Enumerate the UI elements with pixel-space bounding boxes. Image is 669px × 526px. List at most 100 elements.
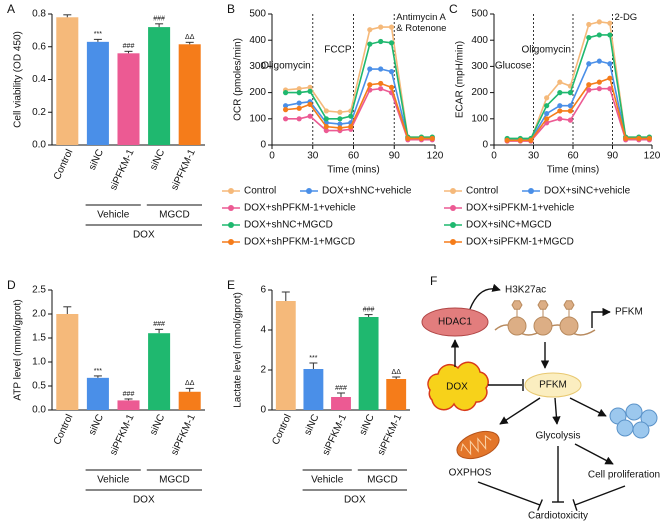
y-tick-label: 2.0 — [32, 309, 46, 320]
nucleosomes — [507, 300, 579, 336]
series-point — [607, 75, 613, 81]
panel-label: E — [227, 278, 235, 292]
legend-label: DOX+shPFKM-1+vehicle — [244, 203, 356, 214]
outcome-label: Cardiotoxicity — [528, 511, 588, 522]
series-point — [378, 24, 384, 30]
legend-label: DOX+siNC+vehicle — [544, 186, 631, 197]
series-point — [544, 110, 550, 117]
arrow — [552, 397, 561, 425]
series-point — [296, 105, 302, 111]
series-point — [528, 137, 534, 143]
series-point — [596, 79, 602, 85]
series-point — [557, 79, 563, 85]
group-label: MGCD — [159, 475, 190, 486]
significance: ### — [363, 306, 375, 313]
series-point — [586, 87, 592, 93]
series-point — [517, 137, 523, 143]
x-tick-label: 90 — [607, 151, 619, 162]
x-tick-label: siNC — [148, 148, 167, 172]
y-tick-label: 2 — [260, 365, 266, 376]
series-point — [544, 116, 550, 122]
x-tick-label: 120 — [427, 151, 444, 162]
bar — [358, 317, 379, 410]
series-point — [367, 41, 373, 47]
significance: ΔΔ — [392, 369, 402, 376]
series-point — [378, 66, 384, 72]
bar — [178, 391, 201, 410]
event-label: Oligomycin — [522, 45, 571, 56]
bar — [86, 377, 109, 410]
series-line — [285, 87, 433, 141]
y-tick-label: 0 — [260, 405, 266, 416]
series-point — [607, 61, 613, 67]
series-point — [388, 69, 395, 75]
inhibition — [574, 485, 626, 506]
series-point — [586, 61, 592, 67]
y-tick-label: 400 — [249, 35, 266, 46]
arrow — [499, 397, 541, 425]
series-point — [323, 124, 329, 130]
bar — [148, 27, 171, 146]
x-tick-label: siPFKM-1 — [108, 147, 137, 192]
y-tick-label: 0.0 — [32, 405, 46, 416]
dox-cloud — [427, 361, 489, 412]
bar — [275, 301, 296, 410]
series-point — [378, 38, 384, 45]
series-point — [567, 108, 573, 114]
x-tick-label: 120 — [644, 151, 661, 162]
group-label: Vehicle — [97, 475, 130, 486]
oxphos-label: OXPHOS — [449, 468, 492, 479]
y-tick-label: 6 — [260, 285, 266, 296]
x-tick-label: Control — [52, 413, 76, 447]
y-tick-label: 1.5 — [32, 333, 46, 344]
series-point — [337, 109, 343, 115]
series-point — [367, 27, 373, 33]
gene-label: PFKM — [615, 307, 643, 318]
event-label: FCCP — [324, 45, 352, 56]
series-point — [296, 86, 302, 92]
y-tick-label: 0.6 — [32, 41, 46, 52]
bar — [303, 369, 324, 410]
legend-marker — [306, 188, 312, 194]
legend-marker — [450, 222, 456, 228]
drug-label: DOX — [446, 382, 468, 393]
x-tick-label: siNC — [87, 148, 106, 172]
significance: *** — [309, 355, 317, 362]
y-tick-label: 0 — [482, 140, 488, 151]
x-tick-label: Control — [270, 413, 294, 447]
arrow — [469, 283, 501, 310]
y-tick-label: 0.5 — [32, 381, 46, 392]
legend-marker — [228, 239, 234, 245]
group-label: Vehicle — [311, 475, 344, 486]
series-point — [646, 135, 652, 142]
series-point — [296, 116, 302, 122]
legend-marker — [528, 188, 534, 194]
series-point — [596, 86, 602, 92]
bar — [148, 333, 171, 410]
series-point — [337, 116, 343, 122]
x-tick-label: 90 — [389, 151, 401, 162]
series-point — [323, 116, 329, 122]
y-tick-label: 400 — [471, 35, 488, 46]
y-tick-label: 0.2 — [32, 107, 46, 118]
y-tick-label: 200 — [249, 87, 266, 98]
legend-label: DOX+siPFKM-1+MGCD — [466, 237, 574, 248]
series-point — [307, 84, 313, 90]
mark-label: H3K27ac — [505, 285, 546, 296]
series-line — [507, 87, 650, 142]
series-point — [282, 116, 289, 122]
series-point — [544, 95, 550, 101]
group-label: Vehicle — [97, 210, 130, 221]
series-point — [348, 124, 354, 130]
hdac1-node — [421, 307, 489, 337]
x-tick-label: 30 — [307, 151, 319, 162]
event-label: Glucose — [495, 61, 532, 72]
significance: ### — [123, 391, 135, 398]
panel-label: A — [7, 2, 15, 16]
y-tick-label: 1.0 — [32, 357, 46, 368]
legend-label: DOX+shPFKM-1+MGCD — [244, 237, 355, 248]
series-point — [378, 80, 384, 87]
y-tick-label: 100 — [471, 113, 488, 124]
group-label: DOX — [133, 495, 155, 506]
bar — [56, 314, 79, 410]
